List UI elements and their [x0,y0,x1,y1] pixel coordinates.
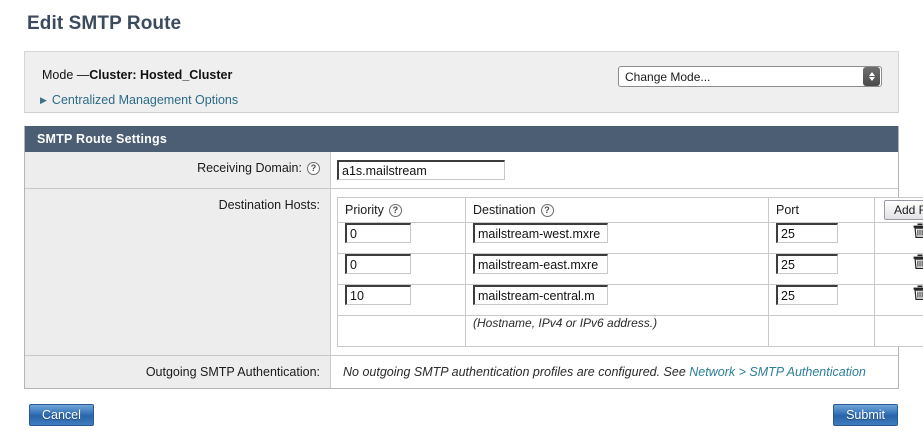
receiving-domain-field-cell [331,152,899,189]
port-cell [769,254,875,285]
row-actions-cell [875,285,923,316]
column-header-destination: Destination ? [466,198,769,223]
receiving-domain-label-cell: Receiving Domain: ? [25,152,331,189]
triangle-right-icon: ▶ [40,96,47,105]
outgoing-auth-field-cell: No outgoing SMTP authentication profiles… [331,356,899,389]
trash-icon[interactable] [913,285,923,300]
priority-input[interactable] [345,285,411,305]
mode-panel: Mode —Cluster: Hosted_Cluster ▶ Centrali… [24,51,899,113]
hint-empty-cell-port [769,316,875,347]
destination-hosts-table: Priority ? Destination ? [337,197,923,347]
smtp-authentication-link[interactable]: Network > SMTP Authentication [689,365,866,379]
mode-status: Mode —Cluster: Hosted_Cluster [42,68,232,82]
centralized-management-options-row[interactable]: ▶ Centralized Management Options [40,93,238,107]
help-question-icon[interactable]: ? [307,162,320,175]
settings-section-header: SMTP Route Settings [25,126,898,152]
mode-prefix-label: Mode — [42,68,89,82]
destination-hosts-label-cell: Destination Hosts: [25,189,331,356]
table-row [338,223,923,254]
column-header-actions: Add Row [875,198,923,223]
priority-cell [338,223,466,254]
destination-hosts-row: Destination Hosts: Priority ? [25,189,898,356]
column-header-priority-label: Priority [345,203,384,217]
smtp-route-page: Edit SMTP Route Mode —Cluster: Hosted_Cl… [0,0,923,421]
port-input[interactable] [776,285,838,305]
change-mode-select-value: Change Mode... [619,70,863,84]
help-question-icon[interactable]: ? [389,204,402,217]
priority-cell [338,285,466,316]
priority-input[interactable] [345,223,411,243]
destination-input[interactable] [473,254,608,274]
cancel-button[interactable]: Cancel [29,404,94,426]
change-mode-select[interactable]: Change Mode... [618,66,882,87]
destination-input[interactable] [473,285,608,305]
destination-hint-row: (Hostname, IPv4 or IPv6 address.) [338,316,923,347]
add-row-button[interactable]: Add Row [884,200,923,220]
table-row [338,285,923,316]
receiving-domain-row: Receiving Domain: ? [25,152,898,189]
hint-empty-cell-action [875,316,923,347]
stepper-updown-icon[interactable] [863,67,880,86]
port-cell [769,285,875,316]
destination-cell [466,223,769,254]
column-header-destination-label: Destination [473,203,536,217]
outgoing-auth-label-cell: Outgoing SMTP Authentication: [25,356,331,389]
destination-hint: (Hostname, IPv4 or IPv6 address.) [466,316,769,347]
outgoing-auth-label: Outgoing SMTP Authentication: [146,365,320,379]
destination-input[interactable] [473,223,608,243]
mode-value-label: Cluster: Hosted_Cluster [89,68,232,82]
smtp-route-settings-section: SMTP Route Settings Receiving Domain: ? [24,126,899,389]
outgoing-auth-row: Outgoing SMTP Authentication: No outgoin… [25,356,898,389]
page-title: Edit SMTP Route [27,0,899,35]
hint-empty-cell [338,316,466,347]
port-input[interactable] [776,254,838,274]
destination-hosts-header-row: Priority ? Destination ? [338,198,923,223]
destination-hosts-field-cell: Priority ? Destination ? [331,189,899,356]
settings-form-table: Receiving Domain: ? Destination Hosts: [25,152,898,388]
form-footer: Cancel Submit [24,400,899,440]
help-question-icon[interactable]: ? [541,204,554,217]
column-header-port-label: Port [776,203,799,217]
row-actions-cell [875,254,923,285]
destination-cell [466,285,769,316]
submit-button[interactable]: Submit [833,404,898,426]
receiving-domain-label: Receiving Domain: [197,161,302,175]
row-actions-cell [875,223,923,254]
centralized-management-options-link[interactable]: Centralized Management Options [52,93,238,107]
port-input[interactable] [776,223,838,243]
column-header-priority: Priority ? [338,198,466,223]
trash-icon[interactable] [913,223,923,238]
priority-cell [338,254,466,285]
column-header-port: Port [769,198,875,223]
outgoing-auth-message-text: No outgoing SMTP authentication profiles… [343,365,689,379]
receiving-domain-input[interactable] [337,160,505,180]
outgoing-auth-message: No outgoing SMTP authentication profiles… [337,364,898,379]
destination-cell [466,254,769,285]
trash-icon[interactable] [913,254,923,269]
priority-input[interactable] [345,254,411,274]
port-cell [769,223,875,254]
table-row [338,254,923,285]
destination-hosts-label: Destination Hosts: [219,198,320,212]
